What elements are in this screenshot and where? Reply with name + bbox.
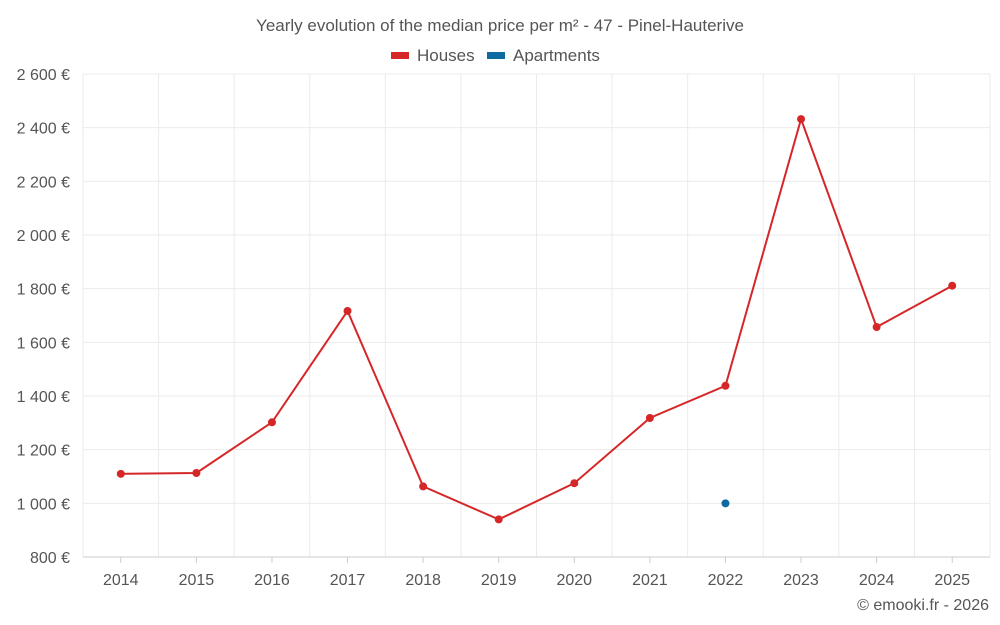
x-axis: 2014 2015 2016 2017 2018 2019 2020 2021 2022 2023… — [83, 556, 990, 589]
legend: Houses Apartments — [391, 46, 600, 65]
data-point-houses-2023[interactable] — [797, 115, 806, 124]
y-tick-label: 2 200 € — [17, 174, 70, 191]
legend-swatch-apartments[interactable] — [487, 52, 505, 59]
y-tick-label: 1 200 € — [17, 443, 70, 460]
data-point-houses-2025[interactable] — [948, 281, 957, 290]
data-point-houses-2020[interactable] — [570, 479, 579, 488]
y-axis: 800 € 1 000 € 1 200 € 1 400 € 1 600 € 1 800 €… — [17, 67, 70, 567]
y-tick-label: 2 400 € — [17, 121, 70, 138]
data-point-houses-2014[interactable] — [116, 469, 125, 478]
data-point-apartments-2022[interactable] — [721, 499, 730, 508]
y-tick-label: 1 800 € — [17, 282, 70, 299]
x-tick-label: 2015 — [179, 572, 215, 589]
y-tick-label: 800 € — [30, 550, 70, 567]
data-point-houses-2018[interactable] — [419, 482, 428, 491]
credit-text: © emooki.fr - 2026 — [857, 597, 989, 614]
grid — [82, 73, 991, 558]
x-tick-label: 2020 — [556, 572, 592, 589]
x-tick-label: 2016 — [254, 572, 290, 589]
x-tick-label: 2018 — [405, 572, 441, 589]
legend-label-apartments[interactable]: Apartments — [513, 46, 600, 65]
legend-label-houses[interactable]: Houses — [417, 46, 475, 65]
data-point-houses-2019[interactable] — [494, 515, 503, 524]
y-tick-label: 2 000 € — [17, 228, 70, 245]
chart-title: Yearly evolution of the median price per… — [256, 16, 744, 35]
x-tick-label: 2017 — [330, 572, 366, 589]
data-point-houses-2022[interactable] — [721, 381, 730, 390]
data-point-houses-2016[interactable] — [267, 418, 276, 427]
x-tick-label: 2023 — [783, 572, 819, 589]
y-tick-label: 2 600 € — [17, 67, 70, 84]
y-tick-label: 1 000 € — [17, 496, 70, 513]
legend-swatch-houses[interactable] — [391, 52, 409, 59]
data-point-houses-2024[interactable] — [872, 323, 881, 332]
series-layer — [116, 115, 957, 524]
y-tick-label: 1 600 € — [17, 335, 70, 352]
series-line-houses — [120, 115, 953, 521]
data-point-houses-2015[interactable] — [192, 469, 201, 478]
x-tick-label: 2014 — [103, 572, 139, 589]
x-tick-label: 2019 — [481, 572, 517, 589]
data-point-houses-2021[interactable] — [645, 414, 654, 423]
x-tick-label: 2022 — [708, 572, 744, 589]
x-tick-label: 2025 — [934, 572, 970, 589]
data-point-houses-2017[interactable] — [343, 306, 352, 315]
y-tick-label: 1 400 € — [17, 389, 70, 406]
x-tick-label: 2024 — [859, 572, 895, 589]
x-tick-label: 2021 — [632, 572, 668, 589]
